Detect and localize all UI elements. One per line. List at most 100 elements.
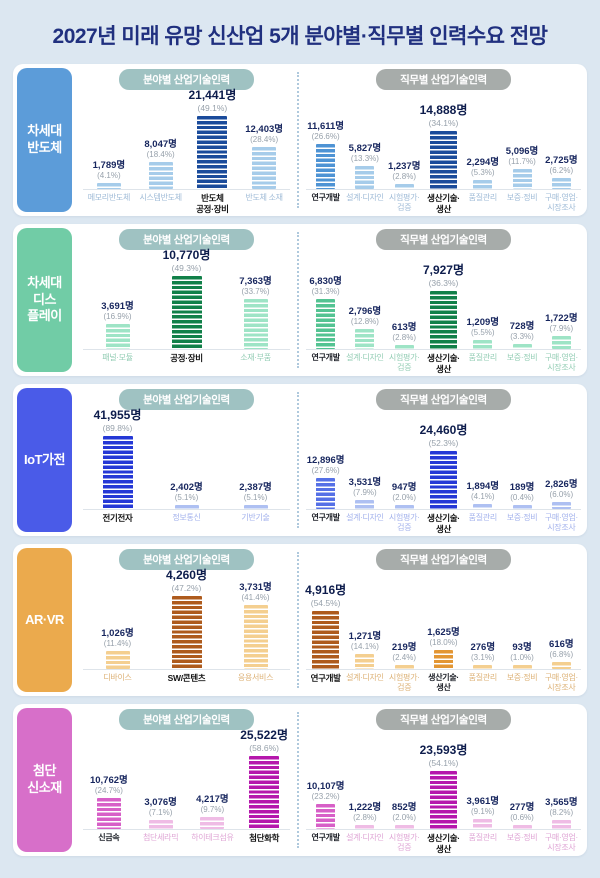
bar-column: 10,107명 (23.2%) (306, 778, 345, 829)
panel-header-pill: 분야별 산업기술인력 (119, 69, 254, 90)
bar-column: 21,441명 (49.1%) (187, 86, 239, 189)
panel-header-pill: 직무별 산업기술인력 (376, 69, 511, 90)
bar-value: 14,888명 (419, 103, 468, 118)
bar (249, 756, 280, 829)
rows-container: 차세대 반도체 분야별 산업기술인력 1,789명 (4.1%) 8,047명 (18.4… (0, 64, 600, 856)
bar-value: 4,916명 (305, 583, 347, 598)
bar-column: 5,827명 (13.3%) (345, 140, 384, 189)
sector-label: 차세대 반도체 (17, 68, 72, 212)
labels-row: 디바이스 SW/콘텐츠 응용서비스 (83, 673, 290, 684)
bars-row: 12,896명 (27.6%) 3,531명 (7.9%) 947명 (2.0%) 24,4… (306, 412, 581, 510)
bar-value: 3,961명 (466, 796, 500, 807)
panels: 분야별 산업기술인력 1,789명 (4.1%) 8,047명 (18.4%) 21,44… (77, 64, 587, 216)
bar-value: 3,565명 (545, 797, 578, 808)
bar-pct: (3.1%) (470, 653, 495, 662)
bar-value: 24,460명 (419, 423, 468, 438)
bar-value: 4,217명 (196, 794, 229, 805)
bar-value: 1,894명 (466, 481, 500, 492)
bar-value: 613명 (391, 322, 417, 333)
bars-row: 4,916명 (54.5%) 1,271명 (14.1%) 219명 (2.4%) 1,62… (305, 572, 581, 670)
bar-chart: 3,691명 (16.9%) 10,770명 (49.3%) 7,363명 (33.7%)… (77, 248, 296, 364)
bar (512, 344, 532, 349)
bar (473, 665, 493, 669)
bar-pct: (2.0%) (392, 813, 416, 822)
bar (551, 662, 571, 669)
bar-pct: (2.8%) (392, 172, 416, 181)
category-label: 공정·장비 (170, 353, 203, 363)
category-label: 응용서비스 (237, 673, 274, 682)
bar-chart: 4,916명 (54.5%) 1,271명 (14.1%) 219명 (2.4%) 1,62… (300, 572, 587, 693)
bar (429, 451, 457, 509)
bar-pct: (4.1%) (97, 171, 121, 180)
bar (429, 771, 457, 829)
bar-column: 7,927명 (36.3%) (423, 261, 464, 349)
bar-value: 12,403명 (245, 124, 284, 135)
sector-card: 첨단 신소재 분야별 산업기술인력 10,762명 (24.7%) 3,076명 (7.1… (13, 704, 587, 856)
bar-chart: 10,762명 (24.7%) 3,076명 (7.1%) 4,217명 (9.7%) 25… (77, 728, 296, 844)
bar-column: 189명 (0.4%) (502, 479, 541, 509)
category-label: 보증·정비 (506, 513, 538, 522)
bar-pct: (6.0%) (549, 490, 574, 499)
bar-column: 1,237명 (2.8%) (385, 158, 424, 189)
bar-pct: (18.4%) (146, 150, 175, 159)
bar (473, 340, 493, 349)
sector-label: IoT가전 (17, 388, 72, 532)
labels-row: 연구개발 설계·디자인 시험평가· 검증 생산기술· 생산 품질관리 보증·정비 구매·영업… (306, 673, 581, 693)
bar (200, 817, 225, 829)
bar-column: 2,826명 (6.0%) (542, 476, 581, 509)
bars-row: 1,789명 (4.1%) 8,047명 (18.4%) 21,441명 (49.1%) 1… (83, 88, 290, 190)
bars-row: 10,762명 (24.7%) 3,076명 (7.1%) 4,217명 (9.7%) 25… (83, 728, 290, 830)
category-label: 설계·디자인 (346, 833, 384, 842)
bar-value: 1,789명 (92, 160, 126, 171)
category-label: 첨단세라믹 (142, 833, 179, 842)
bar (197, 116, 228, 189)
category-label: 생산기술· 생산 (427, 513, 460, 534)
bar-value: 219명 (391, 642, 417, 653)
labels-row: 연구개발 설계·디자인 시험평가· 검증 생산기술· 생산 품질관리 보증·정비 구매·영업… (306, 193, 581, 214)
category-label: 보증·정비 (506, 673, 538, 682)
labels-row: 연구개발 설계·디자인 시험평가· 검증 생산기술· 생산 품질관리 보증·정비 구매·영업… (306, 353, 581, 374)
bar (429, 131, 457, 189)
bars-row: 41,955명 (89.8%) 2,402명 (5.1%) 2,387명 (5.1%) (83, 408, 290, 510)
bar (512, 505, 532, 509)
bar-value: 21,441명 (188, 88, 237, 103)
bar-column: 277명 (0.6%) (502, 799, 541, 829)
bar-value: 1,722명 (545, 313, 578, 324)
bar-value: 5,096명 (505, 146, 539, 157)
bar-value: 277명 (509, 802, 535, 813)
bar (316, 299, 336, 349)
bar-value: 1,026명 (101, 628, 134, 639)
bar-value: 8,047명 (144, 139, 177, 150)
bar-pct: (36.3%) (428, 278, 459, 289)
bar-pct: (7.1%) (148, 808, 173, 817)
panel-field: 분야별 산업기술인력 1,026명 (11.4%) 4,260명 (47.2%) 3,73… (77, 544, 296, 696)
bar (394, 665, 414, 669)
bar-pct: (49.3%) (171, 263, 202, 274)
bar-pct: (14.1%) (350, 642, 379, 651)
bar (512, 665, 532, 669)
bar-pct: (18.0%) (429, 638, 458, 647)
bar (243, 505, 268, 509)
category-label: 연구개발 (311, 833, 341, 842)
bar-column: 852명 (2.0%) (385, 799, 424, 829)
category-label: 메모리반도체 (87, 193, 131, 202)
category-label: 보증·정비 (506, 833, 538, 842)
bar-pct: (5.1%) (174, 493, 199, 502)
bar-column: 3,565명 (8.2%) (542, 794, 581, 829)
bar-column: 3,691명 (16.9%) (83, 298, 152, 349)
bar-column: 2,294명 (5.3%) (463, 154, 502, 189)
bar-value: 12,896명 (306, 455, 345, 466)
bar-column: 613명 (2.8%) (385, 319, 424, 349)
bar-column: 10,762명 (24.7%) (83, 772, 135, 829)
bar-value: 1,209명 (466, 317, 500, 328)
sector-card: AR·VR 분야별 산업기술인력 1,026명 (11.4%) 4,260명 (47.2%… (13, 544, 587, 696)
bar-value: 3,731명 (239, 582, 272, 593)
bar-column: 12,403명 (28.4%) (238, 121, 290, 189)
labels-row: 전기전자 정보통신 기반기술 (83, 513, 290, 524)
bar-column: 5,096명 (11.7%) (502, 143, 541, 189)
bar-value: 2,402명 (170, 482, 203, 493)
panel-divider (297, 232, 299, 368)
labels-row: 메모리반도체 시스템반도체 반도체 공정·장비 반도체 소재 (83, 193, 290, 214)
bar-pct: (5.1%) (243, 493, 268, 502)
panels: 분야별 산업기술인력 10,762명 (24.7%) 3,076명 (7.1%) 4,21… (77, 704, 587, 856)
